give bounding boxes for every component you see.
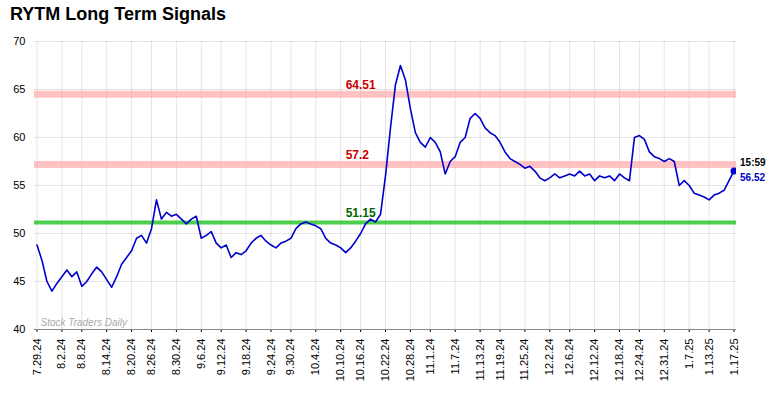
svg-text:11.19.24: 11.19.24 bbox=[494, 339, 506, 381]
svg-text:11.1.24: 11.1.24 bbox=[424, 339, 436, 375]
svg-text:Stock Traders Daily: Stock Traders Daily bbox=[41, 317, 129, 328]
svg-text:11.25.24: 11.25.24 bbox=[518, 339, 530, 381]
svg-text:11.7.24: 11.7.24 bbox=[449, 339, 461, 375]
svg-text:45: 45 bbox=[13, 275, 25, 287]
svg-text:1.13.25: 1.13.25 bbox=[703, 339, 715, 376]
svg-text:12.12.24: 12.12.24 bbox=[588, 339, 600, 382]
svg-text:1.7.25: 1.7.25 bbox=[683, 339, 695, 370]
svg-text:15:59: 15:59 bbox=[740, 157, 766, 168]
svg-text:12.18.24: 12.18.24 bbox=[613, 339, 625, 382]
svg-text:9.30.24: 9.30.24 bbox=[284, 339, 296, 376]
svg-text:8.2.24: 8.2.24 bbox=[55, 339, 67, 370]
svg-text:50: 50 bbox=[13, 227, 25, 239]
svg-text:8.26.24: 8.26.24 bbox=[145, 339, 157, 376]
svg-text:51.15: 51.15 bbox=[346, 206, 376, 220]
svg-text:8.30.24: 8.30.24 bbox=[170, 339, 182, 376]
svg-text:9.24.24: 9.24.24 bbox=[265, 339, 277, 376]
svg-text:10.10.24: 10.10.24 bbox=[334, 339, 346, 382]
svg-text:12.31.24: 12.31.24 bbox=[658, 339, 670, 382]
svg-text:12.24.24: 12.24.24 bbox=[633, 339, 645, 382]
svg-text:64.51: 64.51 bbox=[346, 78, 376, 92]
svg-text:11.13.24: 11.13.24 bbox=[474, 339, 486, 381]
svg-text:57.2: 57.2 bbox=[346, 148, 370, 162]
svg-text:40: 40 bbox=[13, 323, 25, 335]
svg-text:70: 70 bbox=[13, 35, 25, 47]
svg-text:10.16.24: 10.16.24 bbox=[354, 339, 366, 382]
svg-text:8.20.24: 8.20.24 bbox=[125, 339, 137, 376]
svg-text:10.28.24: 10.28.24 bbox=[404, 339, 416, 382]
svg-text:55: 55 bbox=[13, 179, 25, 191]
svg-text:7.29.24: 7.29.24 bbox=[31, 339, 43, 376]
svg-text:9.18.24: 9.18.24 bbox=[240, 339, 252, 376]
svg-text:9.12.24: 9.12.24 bbox=[215, 339, 227, 376]
svg-text:1.17.25: 1.17.25 bbox=[728, 339, 740, 376]
svg-text:12.6.24: 12.6.24 bbox=[563, 339, 575, 376]
svg-text:60: 60 bbox=[13, 131, 25, 143]
svg-text:9.6.24: 9.6.24 bbox=[195, 339, 207, 370]
svg-text:56.52: 56.52 bbox=[740, 172, 765, 183]
svg-text:10.22.24: 10.22.24 bbox=[379, 339, 391, 382]
svg-text:8.8.24: 8.8.24 bbox=[75, 339, 87, 370]
svg-text:65: 65 bbox=[13, 83, 25, 95]
html-text:RYTM Long Term Signals: RYTM Long Term Signals bbox=[10, 4, 226, 24]
svg-text:10.4.24: 10.4.24 bbox=[309, 339, 321, 376]
svg-text:12.2.24: 12.2.24 bbox=[543, 339, 555, 376]
svg-text:8.14.24: 8.14.24 bbox=[100, 339, 112, 376]
